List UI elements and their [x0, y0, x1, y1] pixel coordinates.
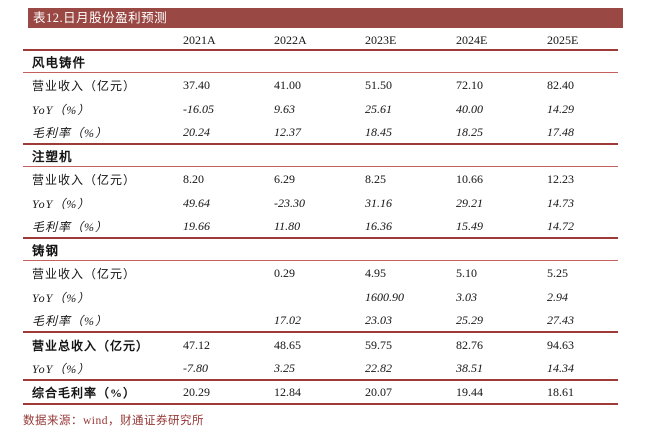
- cell-value: 12.37: [274, 124, 301, 139]
- cell-value: 49.64: [183, 195, 210, 210]
- table-row: YoY（%） -16.05 9.63 25.61 40.00 14.29: [23, 97, 618, 121]
- table-row: 营业收入（亿元） 8.20 6.29 8.25 10.66 12.23: [23, 167, 618, 191]
- cell-value: 1600.90: [365, 289, 404, 304]
- cell-value: 18.45: [365, 124, 392, 139]
- row-label: 营业收入（亿元）: [32, 78, 137, 93]
- cell-value: 12.23: [547, 171, 574, 186]
- cell-value: 59.75: [365, 337, 392, 352]
- forecast-table-body: 风电铸件营业收入（亿元） 37.40 41.00 51.50 72.10 82.40 YoY…: [23, 51, 618, 405]
- cell-value: 19.66: [183, 218, 210, 233]
- cell-value: 37.40: [183, 77, 210, 92]
- row-label: YoY（%）: [32, 196, 91, 211]
- table-row: 毛利率（%） 17.02 23.03 25.29 27.43: [23, 309, 618, 333]
- year-column-header: 2023E: [365, 33, 397, 47]
- cell-value: 4.95: [365, 265, 386, 280]
- section-header-row: 风电铸件: [23, 51, 618, 73]
- cell-value: 16.36: [365, 218, 392, 233]
- section-header-row: 铸钢: [23, 239, 618, 261]
- row-label: 毛利率（%）: [32, 219, 108, 234]
- cell-value: 2.94: [547, 289, 568, 304]
- cell-value: 20.24: [183, 124, 210, 139]
- cell-value: -7.80: [183, 360, 208, 375]
- cell-value: 10.66: [456, 171, 483, 186]
- cell-value: 3.25: [274, 360, 295, 375]
- cell-value: -16.05: [183, 101, 214, 116]
- cell-value: 27.43: [547, 312, 574, 327]
- table-row: 毛利率（%） 20.24 12.37 18.45 18.25 17.48: [23, 121, 618, 145]
- row-label: YoY（%）: [32, 361, 91, 376]
- row-label: YoY（%）: [32, 290, 91, 305]
- cell-value: 14.72: [547, 218, 574, 233]
- cell-value: 20.29: [183, 384, 210, 399]
- year-column-header: 2021A: [183, 33, 216, 47]
- cell-value: 19.44: [456, 384, 483, 399]
- cell-value: 9.63: [274, 101, 295, 116]
- table-row: 营业收入（亿元） 0.29 4.95 5.10 5.25: [23, 261, 618, 285]
- cell-value: 18.25: [456, 124, 483, 139]
- cell-value: 15.49: [456, 218, 483, 233]
- cell-value: 82.76: [456, 337, 483, 352]
- table-row: 营业收入（亿元） 37.40 41.00 51.50 72.10 82.40: [23, 73, 618, 97]
- section-label: 风电铸件: [32, 56, 87, 70]
- row-label: 营业总收入（亿元）: [32, 338, 150, 353]
- cell-value: 38.51: [456, 360, 483, 375]
- cell-value: 94.63: [547, 337, 574, 352]
- cell-value: 18.61: [547, 384, 574, 399]
- cell-value: 31.16: [365, 195, 392, 210]
- table-row: YoY（%） 49.64 -23.30 31.16 29.21 14.73: [23, 191, 618, 215]
- table-title: 表12.日月股份盈利预测: [33, 11, 168, 25]
- section-label: 铸钢: [32, 244, 60, 258]
- table-row: 营业总收入（亿元） 47.12 48.65 59.75 82.76 94.63: [23, 333, 618, 357]
- cell-value: 17.48: [547, 124, 574, 139]
- cell-value: 29.21: [456, 195, 483, 210]
- table-title-bar: 表12.日月股份盈利预测: [28, 8, 623, 28]
- cell-value: 23.03: [365, 312, 392, 327]
- year-column-header: 2025E: [547, 33, 579, 47]
- cell-value: 14.29: [547, 101, 574, 116]
- year-header-row: 2021A 2022A 2023E 2024E 2025E: [23, 32, 618, 51]
- row-label: YoY（%）: [32, 102, 91, 117]
- year-column-header: 2024E: [456, 33, 488, 47]
- cell-value: 17.02: [274, 312, 301, 327]
- row-label: 毛利率（%）: [32, 125, 108, 140]
- cell-value: 48.65: [274, 337, 301, 352]
- cell-value: 5.10: [456, 265, 477, 280]
- table-row: 毛利率（%） 19.66 11.80 16.36 15.49 14.72: [23, 215, 618, 239]
- table-row: YoY（%） -7.80 3.25 22.82 38.51 14.34: [23, 357, 618, 381]
- cell-value: 8.25: [365, 171, 386, 186]
- cell-value: 3.03: [456, 289, 477, 304]
- row-label: 毛利率（%）: [32, 313, 108, 328]
- table-row: 综合毛利率（%） 20.29 12.84 20.07 19.44 18.61: [23, 381, 618, 405]
- section-header-row: 注塑机: [23, 145, 618, 167]
- cell-value: 51.50: [365, 77, 392, 92]
- row-label: 营业收入（亿元）: [32, 266, 137, 281]
- year-column-header: 2022A: [274, 33, 307, 47]
- cell-value: 41.00: [274, 77, 301, 92]
- row-label: 营业收入（亿元）: [32, 172, 137, 187]
- cell-value: 47.12: [183, 337, 210, 352]
- cell-value: 14.34: [547, 360, 574, 375]
- cell-value: 11.80: [274, 218, 301, 233]
- cell-value: 14.73: [547, 195, 574, 210]
- cell-value: 0.29: [274, 265, 295, 280]
- cell-value: 5.25: [547, 265, 568, 280]
- cell-value: 25.29: [456, 312, 483, 327]
- cell-value: 40.00: [456, 101, 483, 116]
- data-source-note: 数据来源：wind，财通证券研究所: [23, 415, 204, 427]
- cell-value: 20.07: [365, 384, 392, 399]
- cell-value: 82.40: [547, 77, 574, 92]
- cell-value: 6.29: [274, 171, 295, 186]
- cell-value: 8.20: [183, 171, 204, 186]
- cell-value: 72.10: [456, 77, 483, 92]
- forecast-table: 2021A 2022A 2023E 2024E 2025E 风电铸件营业收入（亿…: [23, 32, 618, 405]
- cell-value: 25.61: [365, 101, 392, 116]
- row-label: 综合毛利率（%）: [32, 385, 137, 400]
- cell-value: 22.82: [365, 360, 392, 375]
- section-label: 注塑机: [32, 150, 73, 164]
- cell-value: 12.84: [274, 384, 301, 399]
- table-row: YoY（%） 1600.90 3.03 2.94: [23, 285, 618, 309]
- cell-value: -23.30: [274, 195, 305, 210]
